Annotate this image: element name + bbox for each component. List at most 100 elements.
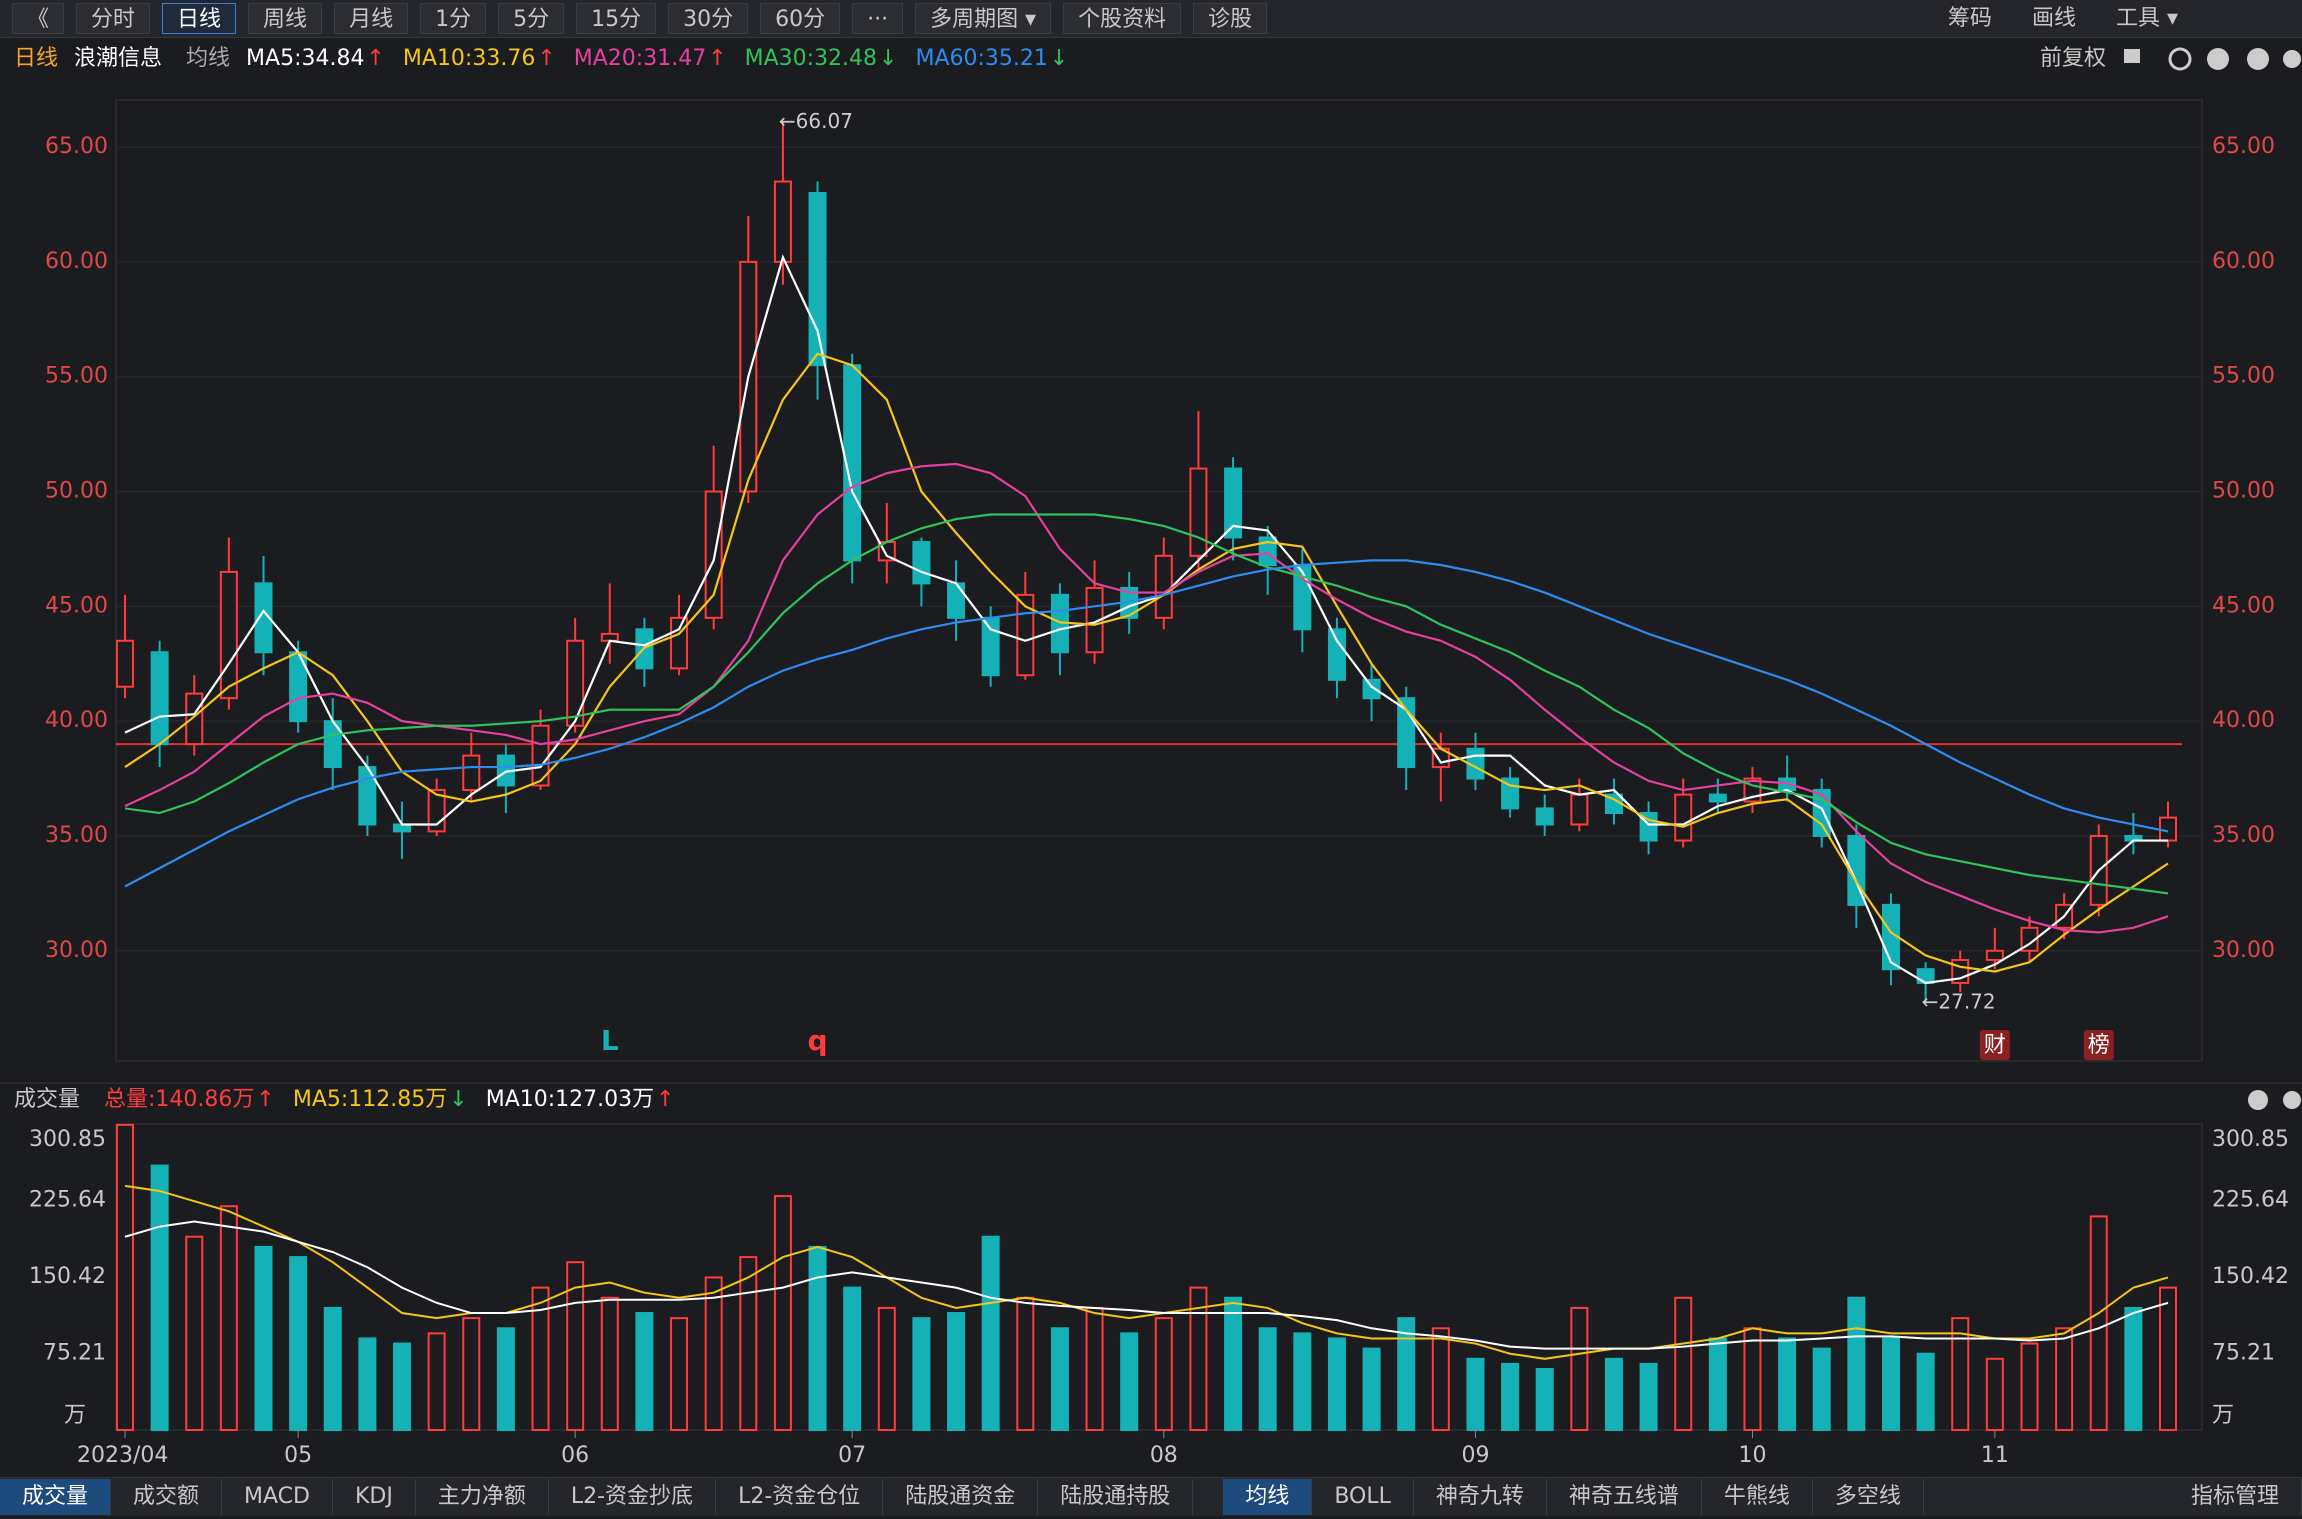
y-tick-label: 65.00 (45, 134, 108, 159)
volume-bar (427, 1332, 446, 1432)
vol-ma-arrow: ↓ (449, 1087, 467, 1112)
vol-tick-label: 225.64 (2212, 1187, 2289, 1212)
ma-label: MA5:34.84 (246, 46, 364, 71)
volume-bar (739, 1256, 758, 1432)
volume-bar (1154, 1317, 1173, 1431)
event-label: 财 (1984, 1033, 2006, 1058)
volume-bar (2055, 1327, 2074, 1432)
volume-bar (323, 1306, 342, 1431)
volume-bar (877, 1306, 896, 1431)
period-button[interactable]: 15分 (576, 3, 657, 34)
vol-unit: 万 (64, 1403, 86, 1428)
y-tick-label: 35.00 (45, 823, 108, 848)
volume-bar (1847, 1296, 1866, 1432)
volume-bar (1674, 1296, 1693, 1432)
volume-bar (1708, 1337, 1727, 1431)
vol-ma-line (124, 1220, 2169, 1350)
event-badge (2083, 1030, 2114, 1060)
volume-bar (1224, 1296, 1243, 1432)
ma-arrow: ↑ (708, 46, 726, 71)
period-button[interactable]: 60分 (760, 3, 841, 34)
volume-bar (1016, 1296, 1035, 1432)
tool-button[interactable]: 工具 ▾ (2115, 6, 2178, 31)
volume-bar (1501, 1362, 1520, 1432)
undo-icon[interactable] (2168, 47, 2192, 71)
volume-bar (912, 1317, 931, 1431)
indicator-tab[interactable]: 陆股通资金 (883, 1479, 1039, 1515)
period-button[interactable]: 多周期图 ▾ (915, 3, 1052, 34)
period-button[interactable]: ··· (852, 3, 904, 34)
overlay-tabs: 均线 BOLL 神奇九转 神奇五线谱 牛熊线 多空线 (1223, 1479, 1924, 1515)
period-button[interactable]: 日线 (162, 3, 237, 34)
volume-bar (1570, 1306, 1589, 1431)
volume-bar (947, 1312, 966, 1431)
indicator-tab[interactable]: MACD (222, 1479, 333, 1515)
period-button[interactable]: 30分 (668, 3, 749, 34)
period-button[interactable]: 诊股 (1193, 3, 1268, 34)
volume-bar (2124, 1306, 2143, 1431)
main-frame (115, 99, 2203, 1062)
zoom-in-icon[interactable] (2207, 48, 2229, 70)
close-icon[interactable] (2248, 1090, 2268, 1110)
volume-bar (635, 1312, 654, 1431)
volume-bar (531, 1286, 550, 1432)
volume-bar (1293, 1332, 1312, 1432)
indicator-tab[interactable]: 成交额 (111, 1479, 223, 1515)
candle-body (1535, 807, 1554, 826)
volume-bar (1050, 1327, 1069, 1432)
indicator-tab[interactable]: L2-资金仓位 (716, 1479, 884, 1515)
volume-bar (393, 1342, 412, 1431)
period-button[interactable]: 1分 (420, 3, 487, 34)
settings-icon[interactable] (2283, 1091, 2301, 1109)
volume-bar (1327, 1337, 1346, 1431)
settings-icon[interactable] (2283, 50, 2301, 68)
volume-bar (1258, 1327, 1277, 1432)
toolbar-right: 筹码 画线 工具 ▾ (1922, 3, 2192, 34)
vol-tick-label: 300.85 (2212, 1127, 2289, 1152)
indicator-tab[interactable]: KDJ (333, 1479, 416, 1515)
candle-body (808, 192, 827, 367)
overlay-tab[interactable]: 神奇五线谱 (1547, 1479, 1702, 1515)
vol-tick-label: 150.42 (2212, 1264, 2289, 1289)
adjust-label[interactable]: 前复权 (2040, 46, 2106, 71)
lock-icon[interactable] (2124, 49, 2140, 63)
period-button[interactable]: 分时 (76, 3, 151, 34)
candle-body (462, 754, 481, 792)
overlay-tab[interactable]: 多空线 (1813, 1479, 1924, 1515)
ma-title: 均线 (186, 46, 230, 71)
volume-bar (981, 1235, 1000, 1432)
period-button[interactable]: 个股资料 (1063, 3, 1182, 34)
event-badge (1979, 1030, 2010, 1060)
tool-button[interactable]: 画线 (2031, 6, 2076, 31)
x-tick-label: 08 (1150, 1443, 1178, 1468)
y-tick-label: 50.00 (45, 479, 108, 504)
volume-bar (116, 1123, 134, 1431)
overlay-tab[interactable]: BOLL (1312, 1479, 1414, 1515)
volume-bar (773, 1195, 792, 1432)
ma-arrow: ↑ (537, 46, 555, 71)
overlay-tab[interactable]: 均线 (1223, 1479, 1313, 1515)
overlay-tab[interactable]: 神奇九转 (1414, 1479, 1547, 1515)
ma-arrow: ↑ (366, 46, 384, 71)
indicator-tab[interactable]: 成交量 (0, 1479, 112, 1515)
candle-body (1985, 949, 2004, 961)
candle-body (1812, 789, 1831, 837)
period-button[interactable]: 5分 (498, 3, 565, 34)
y-tick-label: 55.00 (2212, 364, 2275, 389)
tool-button[interactable]: 筹码 (1947, 6, 1992, 31)
candle-body (981, 616, 1000, 677)
indicator-tab[interactable]: 陆股通持股 (1038, 1479, 1194, 1515)
overlay-tab[interactable]: 牛熊线 (1702, 1479, 1813, 1515)
indicator-tab[interactable]: L2-资金抄底 (549, 1479, 717, 1515)
zoom-out-icon[interactable] (2247, 48, 2269, 70)
period-button[interactable]: 周线 (248, 3, 323, 34)
y-tick-label: 45.00 (45, 593, 108, 618)
indicator-tab[interactable]: 主力净额 (416, 1479, 549, 1515)
period-button[interactable]: 月线 (334, 3, 409, 34)
volume-bar (704, 1276, 723, 1431)
volume-bar (1189, 1286, 1208, 1432)
period-button[interactable]: 《 (12, 3, 65, 34)
manage-tab[interactable]: 指标管理 (2169, 1479, 2302, 1515)
volume-bar (496, 1327, 515, 1432)
